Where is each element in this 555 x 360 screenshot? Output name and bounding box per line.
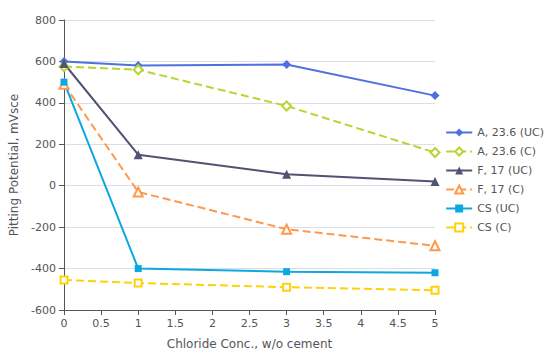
svg-text:600: 600 (35, 55, 56, 68)
svg-text:A, 23.6 (UC): A, 23.6 (UC) (477, 126, 544, 139)
svg-text:400: 400 (35, 96, 56, 109)
svg-text:5: 5 (432, 317, 439, 330)
svg-text:1.5: 1.5 (167, 317, 185, 330)
svg-text:CS (UC): CS (UC) (477, 202, 519, 215)
svg-text:0: 0 (49, 179, 56, 192)
svg-text:4: 4 (357, 317, 364, 330)
svg-text:1: 1 (135, 317, 142, 330)
svg-text:F, 17 (C): F, 17 (C) (477, 183, 524, 196)
svg-text:Chloride Conc., w/o cement: Chloride Conc., w/o cement (167, 337, 333, 351)
svg-text:3: 3 (283, 317, 290, 330)
svg-text:4.5: 4.5 (389, 317, 407, 330)
svg-text:200: 200 (35, 138, 56, 151)
svg-text:-400: -400 (31, 262, 56, 275)
svg-text:2.5: 2.5 (241, 317, 259, 330)
svg-text:2: 2 (209, 317, 216, 330)
svg-text:CS (C): CS (C) (477, 221, 511, 234)
svg-text:0: 0 (61, 317, 68, 330)
svg-text:-600: -600 (31, 304, 56, 317)
svg-text:A, 23.6 (C): A, 23.6 (C) (477, 145, 536, 158)
svg-text:-200: -200 (31, 221, 56, 234)
svg-text:3.5: 3.5 (315, 317, 333, 330)
svg-text:F, 17 (UC): F, 17 (UC) (477, 164, 532, 177)
svg-text:Pitting Potential, mVsce: Pitting Potential, mVsce (7, 94, 21, 236)
svg-text:0.5: 0.5 (92, 317, 110, 330)
svg-text:800: 800 (35, 14, 56, 27)
